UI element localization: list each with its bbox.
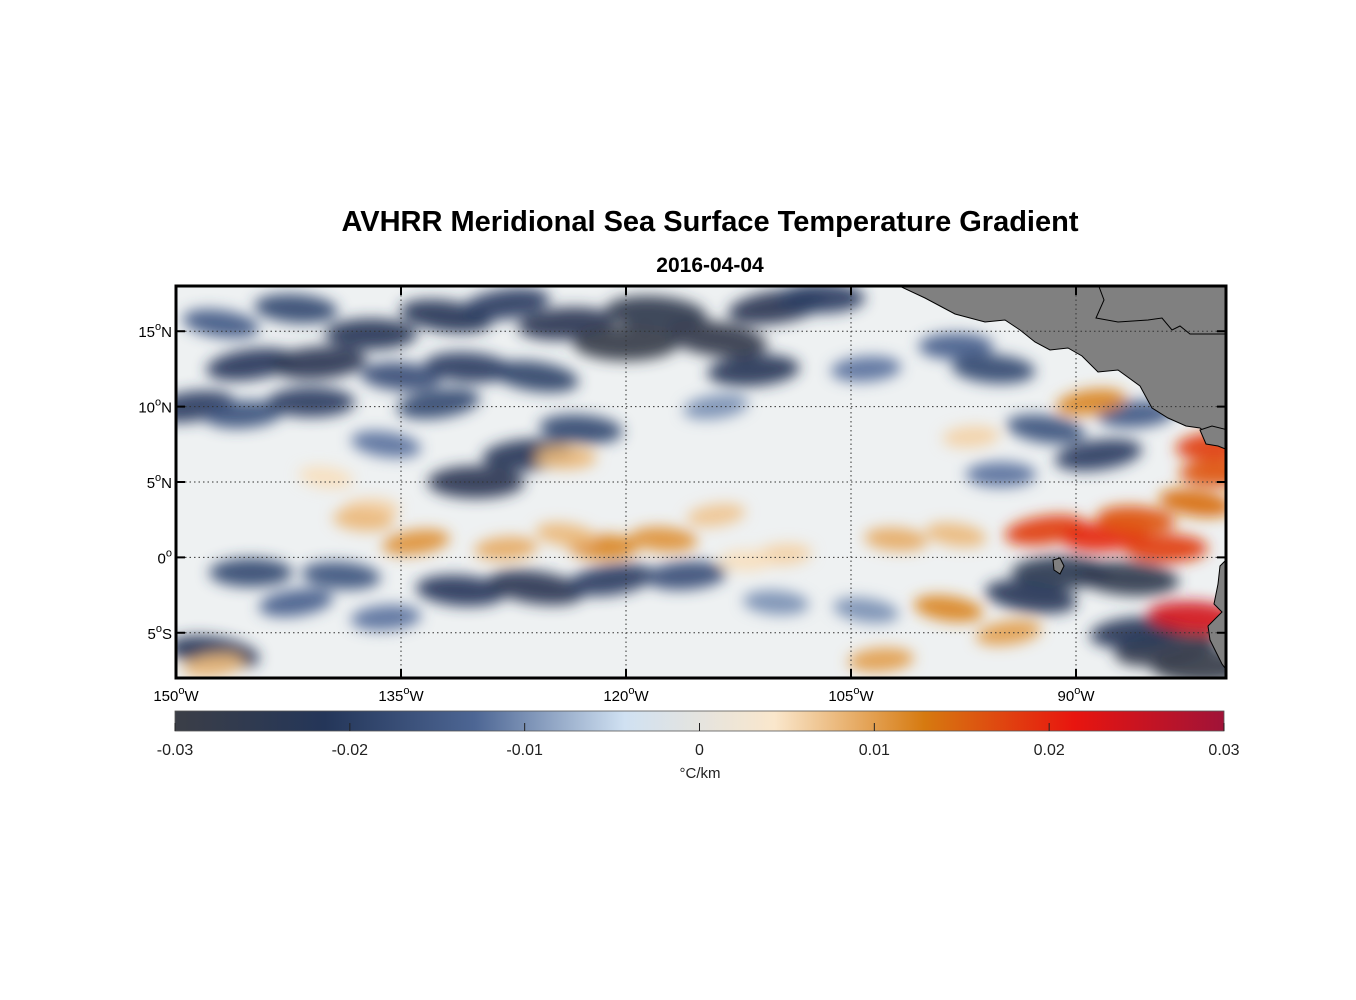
sst-feature bbox=[942, 425, 1000, 448]
lon-tick-label: 120oW bbox=[603, 685, 649, 705]
sst-feature bbox=[985, 579, 1077, 614]
colorbar-ticks: -0.03 -0.02 -0.01 0 0.01 0.02 0.03 bbox=[157, 723, 1240, 759]
sst-feature bbox=[267, 387, 355, 418]
sst-feature bbox=[298, 466, 354, 489]
sst-feature bbox=[1150, 648, 1226, 678]
land-south-america bbox=[1207, 559, 1226, 671]
colorbar-tick-label: 0.03 bbox=[1208, 742, 1239, 759]
map-frame bbox=[174, 284, 1228, 680]
lat-tick-label: 5oS bbox=[148, 623, 172, 643]
sst-feature bbox=[351, 430, 421, 458]
sst-feature bbox=[718, 549, 774, 571]
sst-feature bbox=[1178, 459, 1226, 487]
lat-tick-label: 5oN bbox=[147, 472, 172, 492]
sst-feature bbox=[686, 503, 746, 527]
sst-feature bbox=[539, 414, 623, 444]
map-title: AVHRR Meridional Sea Surface Temperature… bbox=[341, 206, 1079, 238]
colorbar-tick-label: -0.02 bbox=[332, 742, 369, 759]
sst-feature bbox=[270, 346, 367, 380]
sst-feature bbox=[567, 563, 655, 597]
sst-feature bbox=[206, 348, 296, 381]
sst-feature bbox=[833, 597, 899, 623]
lon-tick-label: 90oW bbox=[1058, 685, 1096, 705]
sst-feature bbox=[397, 388, 480, 420]
sst-feature bbox=[605, 295, 707, 331]
sst-feature bbox=[424, 352, 513, 383]
sst-feature bbox=[848, 647, 914, 673]
sst-feature bbox=[301, 561, 381, 590]
sst-feature bbox=[1158, 489, 1226, 518]
sst-feature bbox=[629, 526, 698, 552]
sst-feature bbox=[1054, 438, 1143, 471]
sst-feature bbox=[324, 318, 418, 350]
sst-feature bbox=[182, 653, 245, 678]
lat-tick-label: 10oN bbox=[138, 397, 172, 417]
sst-feature bbox=[864, 527, 928, 552]
sst-feature bbox=[350, 604, 422, 631]
sst-feature bbox=[332, 508, 395, 532]
sst-feature bbox=[203, 400, 284, 429]
sst-feature bbox=[743, 590, 809, 615]
sst-feature bbox=[1078, 561, 1179, 596]
sst-feature bbox=[488, 570, 584, 605]
latitude-labels: 15oN 10oN 5oN 0o 5oS bbox=[138, 321, 172, 643]
colorbar-tick-label: 0 bbox=[695, 742, 704, 759]
sst-feature bbox=[382, 529, 450, 556]
sst-feature bbox=[830, 356, 902, 382]
sst-feature bbox=[254, 293, 338, 324]
sst-feature bbox=[1056, 388, 1126, 416]
sst-feature bbox=[258, 588, 334, 617]
lon-tick-label: 135oW bbox=[378, 685, 424, 705]
sst-feature bbox=[535, 522, 597, 547]
sst-feature bbox=[493, 360, 579, 393]
sst-feature bbox=[645, 561, 727, 590]
sst-feature bbox=[918, 333, 994, 360]
sst-feature bbox=[925, 522, 987, 547]
lat-tick-label: 0o bbox=[158, 547, 172, 567]
colorbar-label: °C/km bbox=[680, 765, 721, 782]
land-panama bbox=[1199, 425, 1226, 450]
lon-tick-label: 150oW bbox=[153, 685, 199, 705]
galapagos-island bbox=[1052, 557, 1065, 575]
colorbar-tick-label: 0.02 bbox=[1034, 742, 1065, 759]
lat-tick-label: 15oN bbox=[138, 321, 172, 341]
colorbar-tick-label: -0.03 bbox=[157, 742, 194, 759]
sst-feature bbox=[209, 558, 293, 587]
colorbar-tick-label: 0.01 bbox=[859, 742, 890, 759]
sst-feature bbox=[573, 325, 679, 361]
map-subtitle: 2016-04-04 bbox=[656, 254, 764, 277]
longitude-labels: 150oW 135oW 120oW 105oW 90oW bbox=[153, 685, 1095, 705]
lon-tick-label: 105oW bbox=[828, 685, 874, 705]
sst-feature bbox=[777, 286, 865, 314]
sst-feature bbox=[1124, 533, 1208, 563]
sst-feature bbox=[913, 595, 984, 623]
sst-feature bbox=[427, 465, 525, 499]
sst-feature bbox=[664, 320, 768, 358]
land-yucatan bbox=[1095, 286, 1226, 335]
sst-feature bbox=[1096, 505, 1176, 534]
sst-feature bbox=[474, 536, 538, 561]
sst-feature bbox=[1006, 414, 1086, 444]
sst-feature bbox=[707, 354, 800, 387]
sst-feature bbox=[462, 288, 550, 321]
sst-feature bbox=[965, 461, 1037, 488]
sst-feature bbox=[951, 354, 1036, 384]
colorbar-tick-label: -0.01 bbox=[506, 742, 543, 759]
sst-feature bbox=[535, 446, 597, 470]
sst-feature bbox=[415, 575, 507, 607]
